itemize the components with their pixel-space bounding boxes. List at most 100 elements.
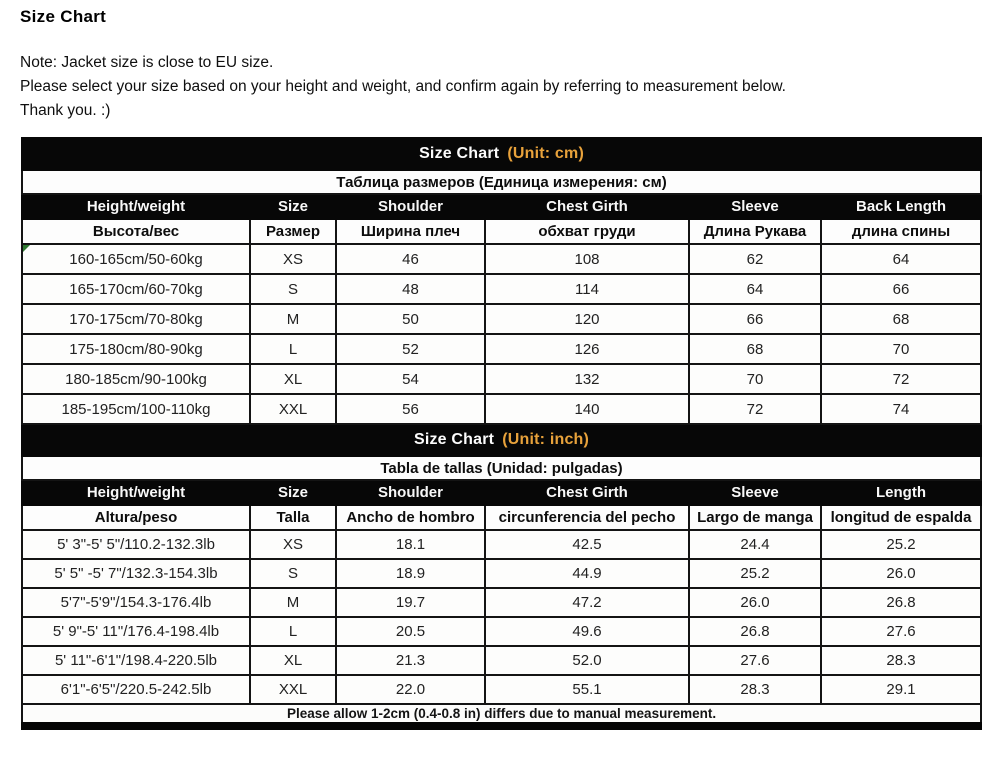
column-header: Height/weight — [21, 479, 251, 506]
data-cell: M — [249, 303, 337, 335]
column-header-local: Ширина плеч — [335, 218, 486, 245]
data-cell: L — [249, 616, 337, 647]
data-cell: 28.3 — [819, 645, 983, 676]
header-row-es-inch: Altura/peso Talla Ancho de hombro circun… — [21, 504, 983, 531]
column-header-local: Talla — [249, 504, 337, 531]
table-title-row-cm: Size Chart (Unit: cm) — [20, 137, 983, 171]
data-cell: 50 — [335, 303, 486, 335]
data-cell: XXL — [249, 393, 337, 425]
data-cell: 68 — [688, 333, 822, 365]
table-title-cm: Size Chart — [419, 145, 500, 162]
data-cell: 18.1 — [335, 529, 486, 560]
data-cell: 28.3 — [688, 674, 822, 705]
data-cell: 26.8 — [688, 616, 822, 647]
data-cell: 27.6 — [688, 645, 822, 676]
column-header-local: Ancho de hombro — [335, 504, 486, 531]
data-cell: 48 — [335, 273, 486, 305]
data-cell: 29.1 — [819, 674, 983, 705]
data-cell: S — [249, 273, 337, 305]
note-line: Thank you. :) — [20, 102, 111, 119]
data-cell: 160-165cm/50-60kg — [21, 243, 251, 275]
table-title-inch: Size Chart — [413, 431, 495, 448]
data-cell: 62 — [688, 243, 822, 275]
data-cell: 132 — [484, 363, 690, 395]
data-cell: 56 — [335, 393, 486, 425]
column-header: Length — [819, 479, 983, 506]
size-table: Size Chart (Unit: cm) Таблица размеров (Е… — [20, 137, 983, 730]
table-row: 170-175cm/70-80kg M 50 120 66 68 — [21, 303, 983, 335]
column-header: Size — [249, 479, 337, 506]
data-cell: 27.6 — [819, 616, 983, 647]
note-block: Note: Jacket size is close to EU size. P… — [20, 51, 1000, 123]
data-cell: 64 — [819, 243, 983, 275]
data-cell: 165-170cm/60-70kg — [21, 273, 251, 305]
column-header: Sleeve — [688, 479, 822, 506]
column-header-local: circunferencia del pecho — [484, 504, 690, 531]
data-cell: 68 — [819, 303, 983, 335]
column-header-local: longitud de espalda — [819, 504, 983, 531]
table-title-cell-cm: Size Chart (Unit: cm) — [20, 137, 983, 171]
column-header: Size — [249, 193, 337, 220]
column-header: Shoulder — [335, 479, 486, 506]
data-cell: 26.8 — [819, 587, 983, 618]
unit-label-inch: (Unit: inch) — [502, 431, 590, 448]
data-cell: 26.0 — [688, 587, 822, 618]
data-cell: 120 — [484, 303, 690, 335]
data-cell: 5' 3"-5' 5"/110.2-132.3lb — [21, 529, 251, 560]
table-subtitle-inch: Tabla de tallas (Unidad: pulgadas) — [20, 455, 983, 481]
table-subtitle-cm: Таблица размеров (Единица измерения: см) — [20, 169, 983, 195]
data-cell: 126 — [484, 333, 690, 365]
data-cell: 25.2 — [819, 529, 983, 560]
data-cell: 5' 11"-6'1"/198.4-220.5lb — [21, 645, 251, 676]
data-cell: 46 — [335, 243, 486, 275]
data-cell: 18.9 — [335, 558, 486, 589]
data-cell: 24.4 — [688, 529, 822, 560]
data-cell: 52.0 — [484, 645, 690, 676]
column-header-local: обхват груди — [484, 218, 690, 245]
column-header: Sleeve — [688, 193, 822, 220]
data-cell: 26.0 — [819, 558, 983, 589]
data-cell-text: 160-165cm/50-60kg — [69, 250, 203, 268]
table-row: 160-165cm/50-60kg XS 46 108 62 64 — [21, 243, 983, 275]
data-cell: 42.5 — [484, 529, 690, 560]
data-cell: 74 — [819, 393, 983, 425]
column-header: Back Length — [819, 193, 983, 220]
column-header-local: Largo de manga — [688, 504, 822, 531]
table-row: 5'7"-5'9"/154.3-176.4lb M 19.7 47.2 26.0… — [21, 587, 983, 618]
table-row: 5' 3"-5' 5"/110.2-132.3lb XS 18.1 42.5 2… — [21, 529, 983, 560]
header-row-ru-cm: Высота/вес Размер Ширина плеч обхват гру… — [21, 218, 983, 245]
column-header: Height/weight — [21, 193, 251, 220]
data-cell: 49.6 — [484, 616, 690, 647]
data-cell: 55.1 — [484, 674, 690, 705]
table-subtitle-row-cm: Таблица размеров (Единица измерения: см) — [20, 169, 983, 195]
data-cell: 5' 5" -5' 7"/132.3-154.3lb — [21, 558, 251, 589]
column-header: Chest Girth — [484, 193, 690, 220]
data-cell: XS — [249, 529, 337, 560]
note-line: Please select your size based on your he… — [20, 78, 786, 95]
data-cell: 185-195cm/100-110kg — [21, 393, 251, 425]
data-cell: 25.2 — [688, 558, 822, 589]
data-cell: 6'1"-6'5"/220.5-242.5lb — [21, 674, 251, 705]
table-title-row-inch: Size Chart (Unit: inch) — [20, 423, 983, 457]
column-header-local: Размер — [249, 218, 337, 245]
data-cell: 21.3 — [335, 645, 486, 676]
cell-corner-marker-icon — [24, 246, 30, 252]
data-cell: 52 — [335, 333, 486, 365]
data-cell: 70 — [688, 363, 822, 395]
column-header: Shoulder — [335, 193, 486, 220]
table-row: 5' 5" -5' 7"/132.3-154.3lb S 18.9 44.9 2… — [21, 558, 983, 589]
data-cell: 180-185cm/90-100kg — [21, 363, 251, 395]
data-cell: 5'7"-5'9"/154.3-176.4lb — [21, 587, 251, 618]
page-title: Size Chart — [20, 7, 107, 26]
unit-label-cm: (Unit: cm) — [507, 145, 584, 162]
table-row: 180-185cm/90-100kg XL 54 132 70 72 — [21, 363, 983, 395]
data-cell: S — [249, 558, 337, 589]
data-cell: M — [249, 587, 337, 618]
data-cell: 22.0 — [335, 674, 486, 705]
table-row: 5' 9"-5' 11"/176.4-198.4lb L 20.5 49.6 2… — [21, 616, 983, 647]
data-cell: 175-180cm/80-90kg — [21, 333, 251, 365]
column-header-local: длина спины — [819, 218, 983, 245]
data-cell: 70 — [819, 333, 983, 365]
data-cell: XS — [249, 243, 337, 275]
